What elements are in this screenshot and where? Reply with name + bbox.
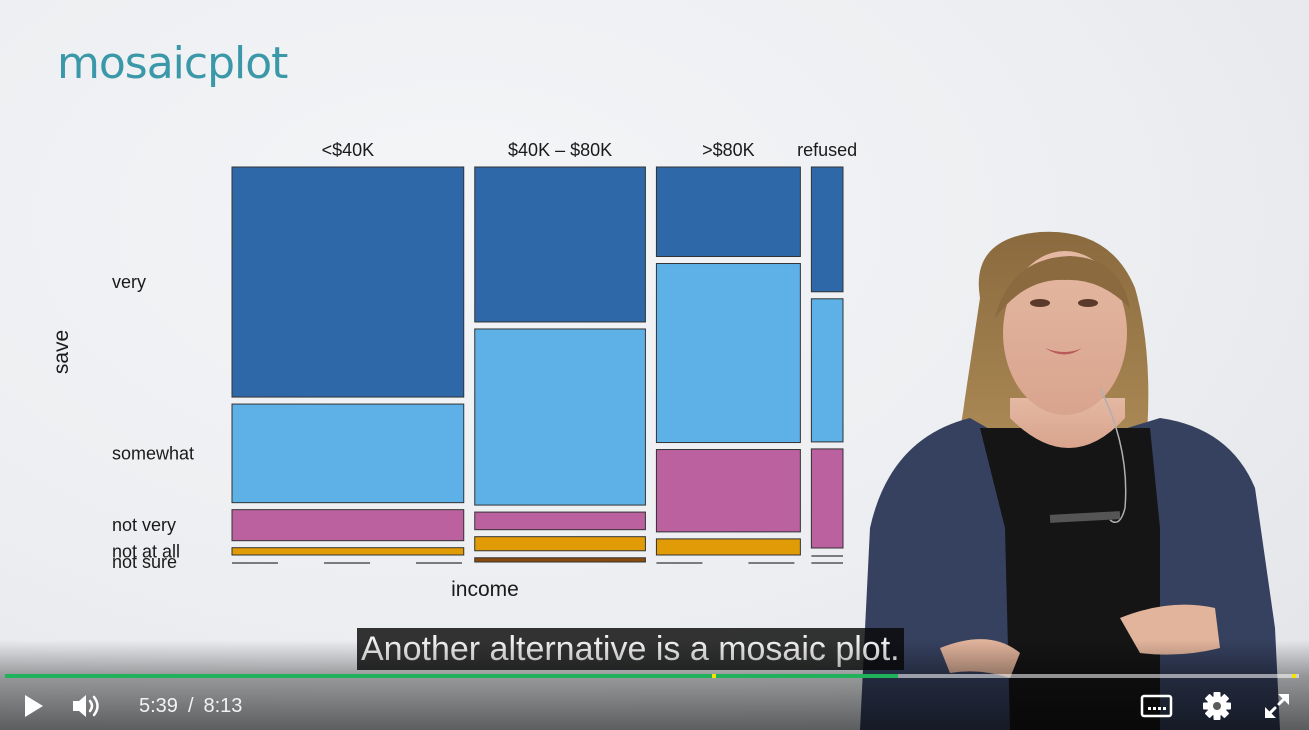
column-label: refused <box>797 140 857 160</box>
time-separator: / <box>187 695 194 717</box>
y-axis-label: save <box>50 330 73 374</box>
fullscreen-icon <box>1265 694 1289 718</box>
row-label: somewhat <box>112 443 194 463</box>
fullscreen-button[interactable] <box>1261 690 1293 722</box>
player-controls-bar <box>0 640 1309 730</box>
mosaic-tile <box>810 298 844 443</box>
row-label: not very <box>112 515 176 535</box>
column-label: <$40K <box>322 140 375 160</box>
mosaic-tile <box>231 166 465 398</box>
slide-title: mosaicplot <box>57 38 288 89</box>
duration: 8:13 <box>203 695 243 717</box>
volume-icon <box>73 695 99 717</box>
time-display: 5:39 / 8:13 <box>139 694 242 718</box>
mosaic-tile <box>810 166 844 293</box>
settings-button[interactable] <box>1201 690 1233 722</box>
progress-marker <box>1291 674 1296 678</box>
progress-bar[interactable] <box>5 674 1299 678</box>
play-icon <box>25 695 43 717</box>
mosaic-tile <box>655 538 801 556</box>
column-label: >$80K <box>702 140 755 160</box>
gear-icon <box>1203 692 1231 720</box>
mosaic-tile <box>231 547 465 556</box>
play-button[interactable] <box>20 692 48 720</box>
column-label: $40K – $80K <box>508 140 612 160</box>
mosaic-tile <box>474 166 646 323</box>
mosaic-tile <box>474 557 646 563</box>
x-axis-label: income <box>451 578 519 601</box>
mosaic-tile <box>474 511 646 531</box>
current-time: 5:39 <box>139 695 178 717</box>
mosaic-tile <box>810 448 844 549</box>
progress-played <box>5 674 898 678</box>
volume-button[interactable] <box>70 690 104 722</box>
mosaic-tile <box>474 536 646 552</box>
mosaic-tile <box>655 263 801 444</box>
row-label: not sure <box>112 552 177 572</box>
mosaic-tile <box>231 403 465 504</box>
row-label: not at all <box>112 541 180 561</box>
mosaic-tile <box>655 166 801 258</box>
closed-captions-icon <box>1140 694 1173 718</box>
captions-button[interactable] <box>1140 692 1174 720</box>
progress-marker <box>712 674 717 678</box>
mosaic-tile <box>474 328 646 506</box>
mosaic-tile <box>231 509 465 542</box>
row-label: very <box>112 272 146 292</box>
mosaic-tile <box>655 449 801 533</box>
